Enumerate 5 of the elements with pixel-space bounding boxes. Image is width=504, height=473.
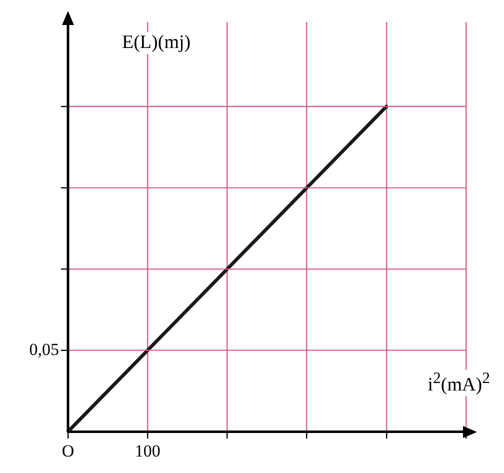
x-tick-label: O (62, 441, 74, 460)
y-axis-title: E(L)(mj) (120, 32, 193, 54)
text: 0,05 (29, 340, 59, 359)
x-tick-label: 100 (134, 441, 160, 460)
x-axis-title: i$^{2}$(mA)$^{2}$ (428, 370, 490, 396)
